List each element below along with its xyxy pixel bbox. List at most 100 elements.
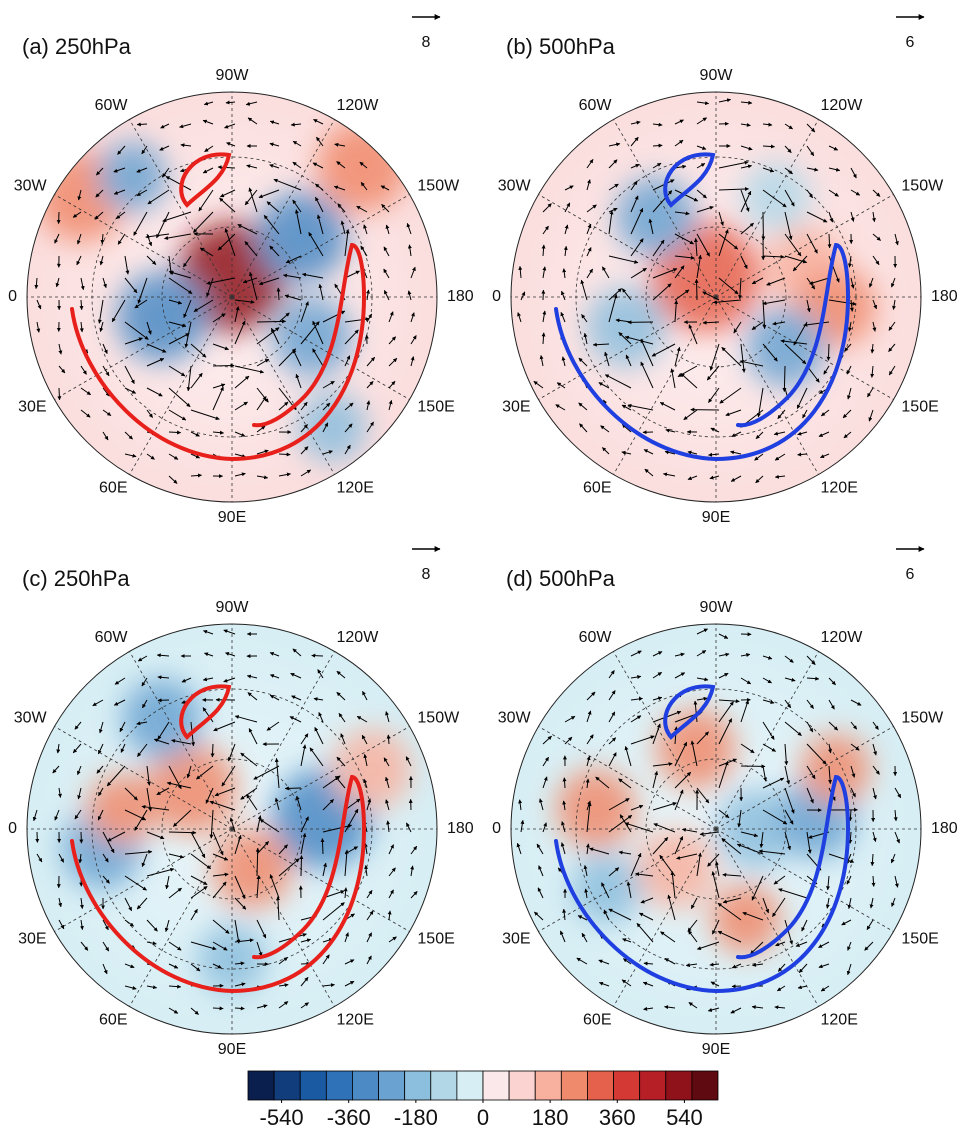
wind-arrow: [366, 313, 373, 323]
longitude-label: 180: [931, 288, 958, 305]
wind-arrow: [826, 343, 831, 361]
longitude-label: 120E: [821, 1012, 858, 1029]
wind-arrow: [806, 743, 827, 765]
wind-arrow: [674, 771, 692, 789]
wind-arrow: [165, 176, 192, 191]
map-border: [510, 623, 922, 1035]
wind-arrow: [234, 834, 242, 855]
wind-arrow: [660, 931, 676, 943]
wind-arrow: [337, 203, 346, 213]
wind-arrow: [652, 801, 677, 811]
longitude-label: 90E: [702, 509, 730, 526]
wind-arrow: [322, 450, 333, 455]
longitude-label: 30E: [502, 931, 530, 948]
wind-arrow: [652, 696, 663, 701]
wind-arrow: [256, 919, 267, 939]
wind-arrow: [322, 862, 328, 877]
wind-arrow: [356, 715, 368, 723]
wind-arrow: [344, 329, 359, 345]
wind-arrow: [670, 870, 676, 899]
anomaly-blob: [556, 769, 636, 849]
wind-arrow: [580, 279, 588, 301]
wind-arrow: [312, 320, 324, 345]
meridian: [715, 828, 819, 1007]
wind-arrow: [602, 447, 610, 455]
wind-arrow: [225, 100, 236, 105]
meridian: [538, 296, 717, 400]
wind-arrow: [168, 321, 187, 328]
wind-arrow: [313, 697, 324, 702]
wind-arrow: [137, 743, 148, 757]
wind-arrow: [256, 841, 269, 855]
wind-arrow: [276, 287, 281, 301]
wind-arrow: [630, 207, 644, 235]
colorbar-tick-label: -360: [327, 1105, 371, 1130]
wind-arrow: [674, 164, 687, 169]
wind-arrow: [740, 653, 751, 657]
wind-arrow: [240, 787, 258, 800]
wind-arrow: [640, 897, 654, 904]
wind-arrow: [292, 349, 302, 367]
wind-arrow: [709, 343, 720, 371]
wind-arrow: [117, 145, 126, 155]
wind-arrow: [696, 205, 714, 213]
wind-arrow: [847, 897, 852, 909]
wind-arrow: [98, 787, 104, 797]
colorbar-tick-label: 180: [532, 1105, 569, 1130]
wind-arrow: [560, 842, 566, 855]
anomaly-blob: [801, 734, 871, 804]
wind-arrow: [386, 820, 391, 833]
wind-arrow: [850, 765, 856, 778]
wind-arrow: [57, 387, 62, 401]
wind-arrow: [589, 847, 610, 855]
wind-arrow: [316, 214, 324, 235]
wind-arrow: [72, 743, 82, 754]
wind-arrow: [556, 382, 566, 389]
contour: [70, 774, 367, 994]
wind-arrow: [146, 255, 157, 265]
wind-arrow: [124, 255, 130, 275]
wind-arrow: [850, 787, 856, 798]
wind-arrow: [850, 211, 855, 222]
longitude-label: 150E: [901, 931, 938, 948]
wind-arrow: [234, 453, 247, 458]
wind-arrow: [168, 1007, 179, 1014]
wind-arrow: [77, 189, 82, 201]
wind-arrow: [683, 409, 698, 421]
wind-arrow: [336, 670, 346, 679]
wind-arrow: [653, 823, 676, 833]
wind-arrow: [796, 387, 808, 409]
wind-arrow: [190, 963, 201, 972]
wind-arrow: [564, 736, 573, 745]
wind-arrow: [784, 233, 802, 257]
wind-arrow: [674, 233, 694, 245]
wind-arrow: [624, 822, 654, 833]
wind-arrow: [595, 776, 610, 789]
longitude-label: 120W: [821, 629, 864, 646]
wind-arrow: [234, 472, 246, 477]
wind-arrow: [718, 699, 740, 704]
wind-arrow: [156, 787, 170, 796]
wind-arrow: [196, 765, 214, 780]
wind-arrow: [846, 963, 852, 976]
wind-arrow: [710, 981, 720, 987]
wind-arrow: [58, 897, 63, 908]
wind-arrow: [227, 743, 236, 762]
wind-arrow: [274, 757, 280, 789]
colorbar-box: [352, 1070, 379, 1101]
wind-arrow: [124, 875, 147, 891]
wind-arrow: [674, 652, 685, 657]
longitude-label: 120E: [821, 480, 858, 497]
wind-arrow: [146, 321, 152, 335]
wind-arrow: [780, 339, 808, 345]
wind-arrow: [564, 715, 576, 723]
wind-arrow: [99, 321, 104, 333]
wind-arrow: [740, 100, 753, 105]
wind-arrow: [256, 1004, 268, 1009]
wind-arrow: [652, 770, 659, 789]
wind-arrow: [80, 941, 89, 951]
meridian: [54, 194, 233, 298]
wind-arrow: [168, 887, 182, 899]
wind-arrow: [828, 699, 835, 710]
